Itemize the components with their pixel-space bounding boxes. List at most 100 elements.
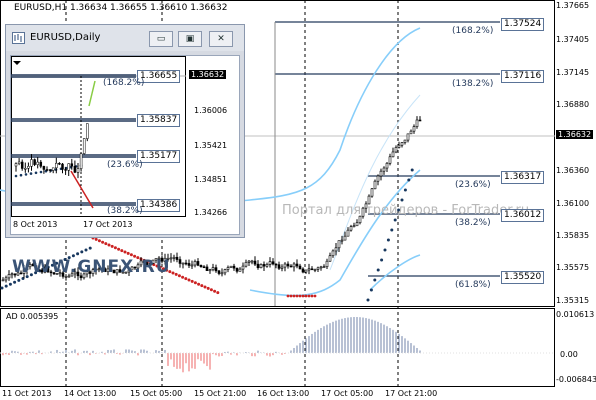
candle-body [10,273,14,276]
daily-candle-body [20,161,24,169]
sar-dot [286,294,290,298]
sar-dot [13,280,17,284]
window-titlebar[interactable]: EURUSD,Daily ▭ ▣ ✕ [6,25,244,51]
candle-body [16,272,20,276]
candle-body [286,263,290,267]
close-button[interactable]: ✕ [209,31,233,47]
fib-price-label: 1.35520 [501,271,545,284]
candle-body [298,265,302,270]
sar-dot [101,240,105,244]
sar-dot [304,294,308,298]
candle-body [268,261,272,265]
candle-body [259,264,263,269]
daily-fib-price: 1.35177 [137,150,181,163]
candle-body [169,257,173,260]
sar-dot [161,267,165,271]
sar-dot [80,250,84,254]
candle-body [331,250,335,257]
candle-body [22,269,26,274]
daily-sar-dot [19,173,23,177]
sar-dot [177,274,181,278]
sar-dot [190,279,194,283]
candle-body [283,263,287,268]
price-tick: 1.35575 [556,263,590,272]
sar-dot [88,246,92,250]
sar-dot [17,278,21,282]
candle-body [121,271,125,274]
fib-pct-label: (138.2%) [452,79,494,89]
daily-candle-body [73,165,77,173]
sar-dot [59,259,63,263]
sar-dot [165,268,169,272]
indicator-tick: 0.00 [560,350,578,359]
sar-dot [181,275,185,279]
fib-pct-label: (23.6%) [455,180,491,190]
time-label: 17 Oct 05:00 [321,389,374,398]
fib-price-label: 1.37524 [501,18,545,31]
candle-body [247,260,251,263]
price-tick: 1.37665 [556,1,590,10]
candle-body [409,130,413,135]
candle-body [385,162,389,169]
daily-chart-area[interactable]: 1.36655 1.35837 1.35177 1.34386 (168.2%)… [10,55,240,235]
candle-body [64,276,68,278]
daily-chart-window[interactable]: EURUSD,Daily ▭ ▣ ✕ 1.36655 1.35837 1.351… [5,24,245,238]
sar-dot [310,294,314,298]
candle-body [217,270,221,274]
candle-body [214,267,218,272]
candle-body [31,263,35,266]
daily-candle-body [36,161,39,165]
candle-body [265,264,269,267]
candle-body [28,263,32,268]
sar-dot [174,272,178,276]
minimize-button[interactable]: ▭ [149,31,173,47]
candle-body [232,265,236,269]
candle-body [412,126,416,132]
candle-body [307,268,311,271]
candle-body [313,269,317,271]
candle-body [199,265,203,268]
candle-body [289,265,293,268]
restore-button[interactable]: ▣ [178,31,202,47]
candle-body [208,269,212,272]
sar-dot [34,271,38,275]
candle-body [340,239,344,242]
candle-body [310,268,314,271]
candle-body [88,271,92,274]
candle-body [394,147,398,153]
daily-candle-body [79,153,83,169]
sar-dot [383,248,387,252]
daily-fib-price: 1.36655 [137,70,181,83]
sar-dot [158,265,162,269]
time-label: 14 Oct 13:00 [64,389,117,398]
brand-watermark: WWW.GNFX.RU [12,257,171,277]
candle-body [223,269,227,274]
candle-body [220,272,224,275]
candle-body [322,266,326,269]
candle-body [316,267,320,270]
daily-sar-dot [39,170,43,174]
daily-trend-line [88,80,96,107]
sar-dot [369,288,373,292]
candle-body [148,263,152,265]
sar-dot [71,254,75,258]
candle-body [187,263,191,266]
current-price-marker: 1.36632 [556,130,594,139]
candle-body [196,261,200,266]
candle-body [109,268,113,271]
candle-body [379,170,383,177]
candle-body [235,267,239,272]
sar-dot [110,244,114,248]
candle-body [43,268,47,273]
time-label: 17 Oct 21:00 [385,389,438,398]
sar-dot [206,286,210,290]
candle-body [79,275,83,279]
daily-candle-body [17,161,21,164]
candle-body [73,271,77,275]
sar-dot [29,273,33,277]
price-tick: 1.36880 [556,100,590,109]
daily-candle-body [76,168,80,173]
candle-body [151,259,155,264]
candle-body [406,133,410,141]
fib-price-label: 1.36317 [501,171,545,184]
